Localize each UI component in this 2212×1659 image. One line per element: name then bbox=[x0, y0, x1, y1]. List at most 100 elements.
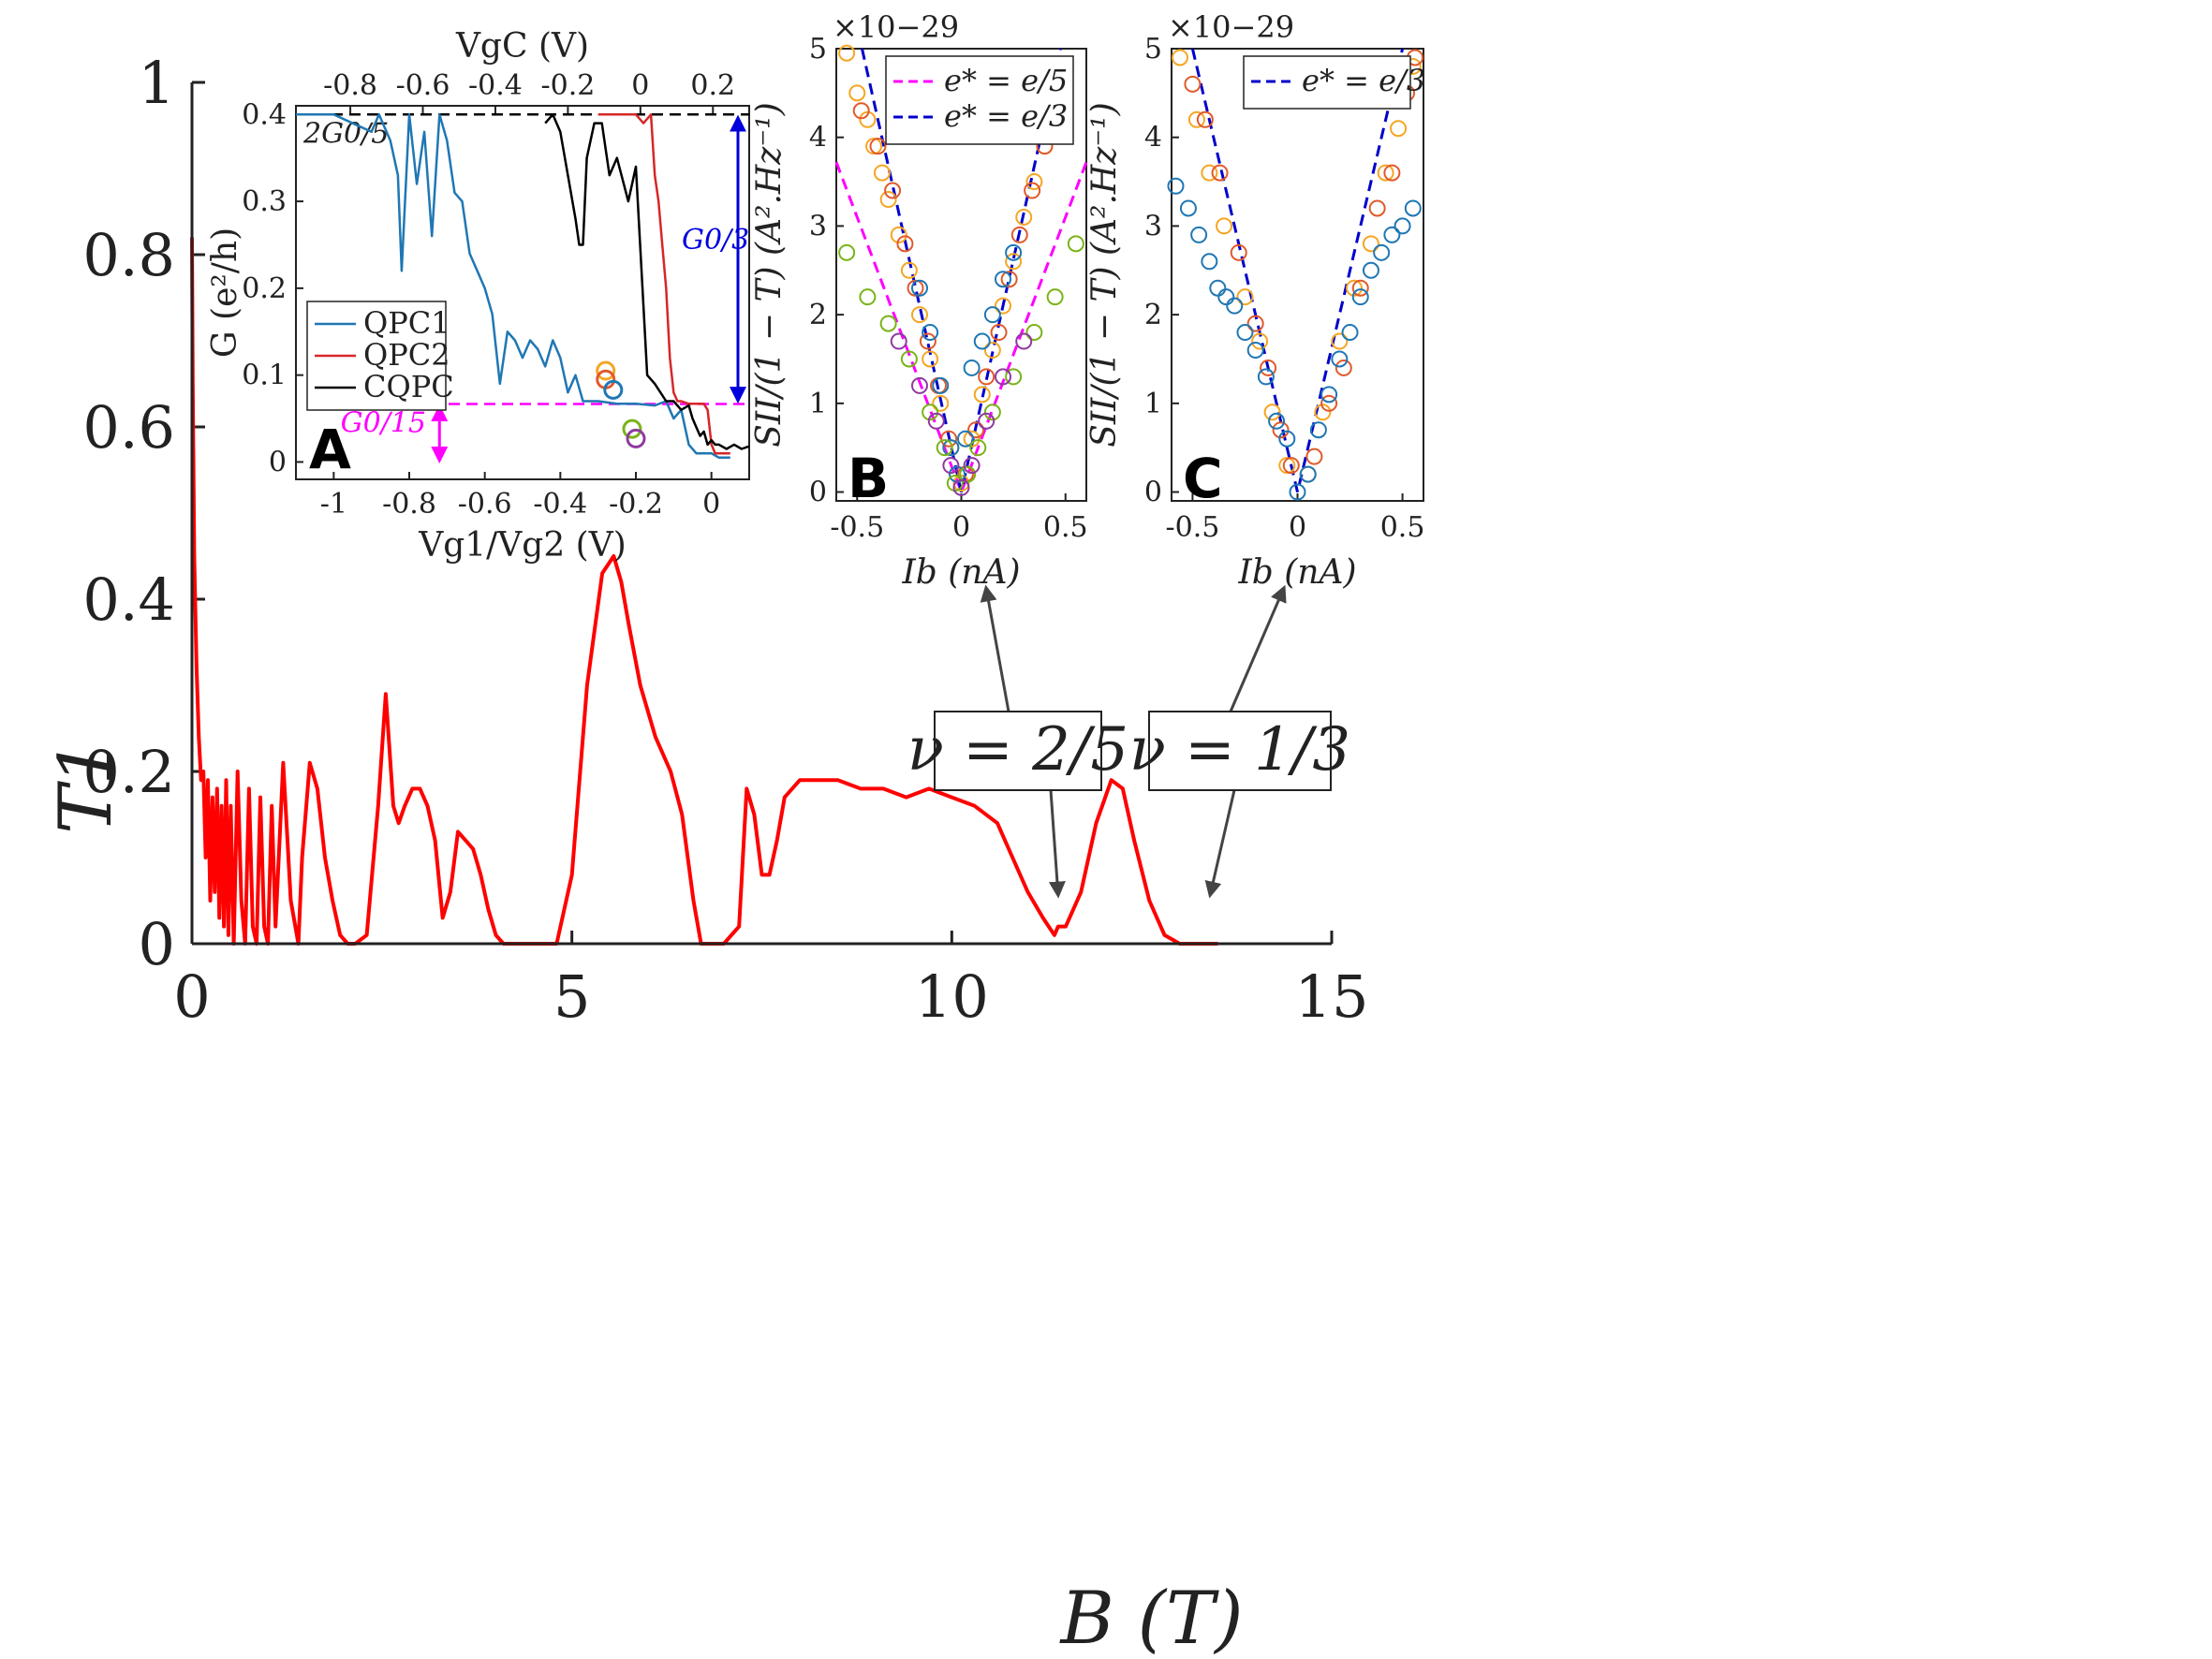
inset-a-top-tick-label: -0.6 bbox=[396, 69, 450, 102]
inset-c-point bbox=[1167, 177, 1185, 195]
inset-c-point bbox=[1217, 288, 1235, 306]
inset-c-point bbox=[1282, 457, 1300, 475]
inset-b-point bbox=[879, 315, 897, 332]
inset-a-reference-label: G0/15 bbox=[341, 407, 426, 440]
inset-a-x-tick-label: 0 bbox=[702, 488, 720, 521]
inset-c-point bbox=[1309, 421, 1327, 439]
inset-b-point bbox=[1067, 235, 1084, 253]
inset-c-point bbox=[1201, 164, 1218, 182]
inset-c-point bbox=[1362, 261, 1379, 279]
inset-b-point bbox=[873, 164, 891, 182]
inset-b-point bbox=[995, 271, 1011, 288]
inset-c-x-tick-label: 0.5 bbox=[1380, 511, 1425, 544]
inset-c-point bbox=[1190, 226, 1208, 243]
inset-b-point bbox=[940, 430, 958, 448]
inset-a-top-tick-label: 0.2 bbox=[690, 69, 735, 102]
inset-c-point bbox=[1211, 164, 1229, 182]
inset-b-point bbox=[942, 439, 960, 457]
inset-c-fit-lines bbox=[1190, 48, 1405, 492]
main-series bbox=[190, 237, 1218, 946]
inset-b-panel-letter: B bbox=[848, 447, 889, 510]
inset-c-point bbox=[1251, 332, 1269, 350]
inset-a-marker bbox=[626, 428, 646, 448]
inset-c-point bbox=[1320, 386, 1338, 404]
inset-c-point bbox=[1236, 288, 1254, 306]
inset-b-point bbox=[896, 235, 914, 253]
inset-b-point bbox=[973, 332, 991, 350]
inset-b-point bbox=[927, 412, 945, 430]
inset-a-markers bbox=[596, 360, 646, 448]
inset-c-y-tick-label: 1 bbox=[1144, 388, 1162, 420]
inset-c-point bbox=[1341, 324, 1359, 342]
inset-b-point bbox=[942, 457, 960, 475]
inset-c-point bbox=[1179, 199, 1197, 217]
annotation-arrow-to-inset bbox=[1229, 584, 1287, 712]
inset-a-top-axis-label: VgC (V) bbox=[455, 27, 589, 66]
inset-b-point bbox=[990, 324, 1008, 342]
main-y-tick-label: 0.4 bbox=[82, 565, 175, 634]
inset-c-point bbox=[1196, 110, 1214, 128]
inset-b-point bbox=[865, 138, 883, 155]
inset-a-series bbox=[296, 113, 750, 460]
inset-c-y-tick-label: 2 bbox=[1144, 299, 1162, 331]
inset-b-point bbox=[879, 191, 897, 208]
inset-c-point bbox=[1260, 359, 1277, 376]
inset-c-point bbox=[1246, 342, 1264, 359]
inset-c-y-axis-label: SII/(1 − T) (A².Hz⁻¹) bbox=[1085, 102, 1124, 448]
inset-a-y-tick-label: 0.2 bbox=[242, 272, 287, 305]
inset-b-legend-label: e* = e/5 bbox=[944, 63, 1068, 98]
inset-a-x-tick-label: -0.4 bbox=[533, 488, 587, 521]
inset-c-panel-letter: C bbox=[1183, 447, 1223, 510]
inset-b-point bbox=[859, 288, 877, 306]
inset-c-point bbox=[1226, 297, 1244, 315]
inset-a-top-tick-label: -0.8 bbox=[323, 69, 377, 102]
inset-c-point bbox=[1278, 457, 1296, 475]
inset-b-point bbox=[956, 430, 974, 448]
inset-b-point bbox=[884, 182, 902, 199]
main-y-tick-label: 1 bbox=[139, 49, 175, 117]
inset-b-y-tick-label: 4 bbox=[809, 122, 827, 154]
inset-c-y-tick-label: 0 bbox=[1144, 477, 1162, 509]
inset-c-point bbox=[1346, 279, 1364, 297]
inset-b-point bbox=[952, 475, 970, 492]
inset-b-point bbox=[973, 386, 991, 404]
inset-a-y-tick-label: 0.4 bbox=[242, 98, 287, 131]
inset-a-y-axis-label: G (e²/h) bbox=[206, 228, 244, 358]
inset-c-point bbox=[1289, 483, 1306, 501]
inset-b-point bbox=[995, 297, 1011, 315]
inset-c-point bbox=[1314, 404, 1332, 421]
inset-c-point bbox=[1373, 243, 1391, 261]
inset-b-y-tick-label: 2 bbox=[809, 299, 827, 331]
inset-b-point bbox=[922, 324, 939, 342]
inset-b-point bbox=[922, 350, 939, 368]
inset-b-y-axis-label: SII/(1 − T) (A².Hz⁻¹) bbox=[750, 102, 789, 448]
inset-b-point bbox=[922, 404, 939, 421]
inset-c-point bbox=[1335, 359, 1352, 376]
inset-b-point bbox=[911, 306, 928, 324]
main-y-tick-label: 0.2 bbox=[82, 738, 175, 806]
main-y-axis-label: T1 bbox=[44, 739, 128, 834]
inset-b-y-tick-label: 0 bbox=[809, 477, 827, 509]
inset-a-marker bbox=[603, 379, 624, 400]
inset-c-point bbox=[1171, 49, 1188, 66]
inset-a-marker bbox=[622, 418, 642, 439]
inset-b-point bbox=[890, 226, 907, 243]
inset-c-x-tick-label: -0.5 bbox=[1165, 511, 1219, 544]
inset-b-point bbox=[848, 84, 866, 102]
inset-b-y-multiplier: ×10−29 bbox=[833, 9, 959, 45]
inset-b-point bbox=[869, 138, 887, 155]
inset-a-arrows: G0/3 bbox=[431, 114, 749, 464]
inset-b-point bbox=[963, 430, 981, 448]
main-x-tick-label: 10 bbox=[915, 962, 989, 1031]
inset-b-point bbox=[1024, 182, 1041, 199]
inset-c-x-axis-label: Ib (nA) bbox=[1238, 553, 1357, 592]
inset-b-point bbox=[952, 478, 970, 496]
inset-c-y-tick-label: 5 bbox=[1144, 33, 1162, 66]
inset-b-point bbox=[963, 359, 981, 376]
inset-b-point bbox=[1000, 271, 1018, 288]
inset-b-x-tick-label: 0.5 bbox=[1043, 511, 1088, 544]
